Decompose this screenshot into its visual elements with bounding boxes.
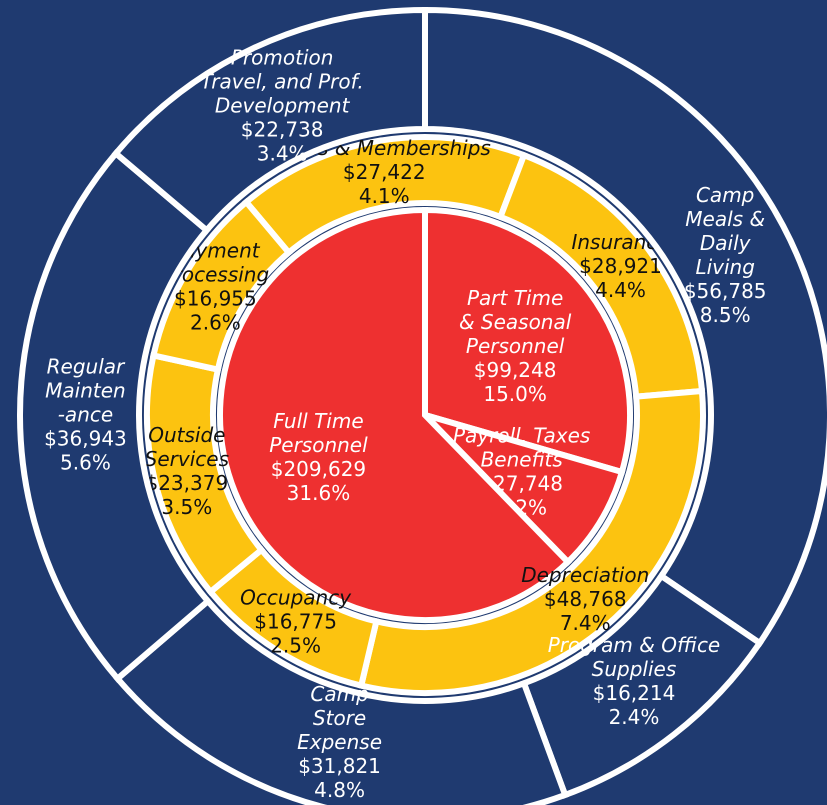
segment-label: $27,422 [343, 160, 426, 184]
segment [149, 197, 293, 374]
segment-label: Regular [47, 355, 126, 379]
segment-label: $16,214 [593, 681, 676, 705]
segment-label: & Seasonal [459, 310, 572, 334]
segment-label: 4.8% [314, 778, 365, 802]
segment-label: $56,785 [684, 279, 767, 303]
segment-label: 31.6% [287, 481, 351, 505]
segment-label: 8.5% [700, 303, 751, 327]
segment-label: 15.0% [483, 382, 547, 406]
segment-label: $23,379 [145, 471, 228, 495]
segment-label: Meals & [685, 207, 765, 231]
segment-label: 4.4% [595, 278, 646, 302]
segment-label: 3.5% [161, 495, 212, 519]
segment-label: $22,738 [241, 117, 324, 141]
segment-label: Personnel [466, 334, 565, 358]
segment-label: 3.4% [257, 141, 308, 165]
segment-label: Personnel [269, 433, 368, 457]
segment-label: Full Time [273, 409, 363, 433]
segment-label: Expense [297, 730, 382, 754]
segment-label: 2.5% [270, 634, 321, 658]
segment [17, 149, 213, 683]
segment-label: 4.1% [359, 184, 410, 208]
segment-label: $209,629 [271, 457, 366, 481]
segment-label: Development [215, 93, 351, 117]
segment-label: 2.6% [190, 311, 241, 335]
segment-label: -ance [58, 403, 113, 427]
segment-label: $16,955 [174, 287, 257, 311]
segment-label: 5.6% [60, 451, 111, 475]
segment-label: Living [695, 255, 754, 279]
segment-label: Camp [696, 183, 754, 207]
segment [422, 206, 633, 476]
segment-label: Camp [310, 682, 368, 706]
segment-label: $48,768 [544, 587, 627, 611]
segment-label: $31,821 [298, 754, 381, 778]
segment-label: Part Time [467, 286, 563, 310]
segment-label: Daily [700, 231, 752, 255]
segment-label: Payroll, Taxes [453, 424, 590, 448]
segment-label: 7.4% [560, 611, 611, 635]
segment [217, 206, 573, 623]
segment-label: 2.4% [609, 705, 660, 729]
segment-label: Mainten [45, 379, 126, 403]
segment-label: Services [145, 447, 229, 471]
segment-label: Promotion [231, 45, 334, 69]
segment [113, 596, 570, 805]
segment-label: Occupancy [240, 586, 352, 610]
segment-label: $99,248 [474, 358, 557, 382]
segment-label: $28,921 [579, 254, 662, 278]
segment-label: Program & Office [548, 633, 721, 657]
segment-label: Travel, and Prof. [201, 69, 364, 93]
segment-label: $36,943 [44, 427, 127, 451]
segment-label: $16,775 [254, 610, 337, 634]
segment-label: Depreciation [521, 563, 649, 587]
segment [111, 6, 428, 235]
segment-label: Outside [148, 423, 225, 447]
segment-label: Benefits [481, 448, 563, 472]
segment-label: Supplies [592, 657, 677, 681]
segment-label: Store [313, 706, 366, 730]
segment [422, 6, 827, 648]
